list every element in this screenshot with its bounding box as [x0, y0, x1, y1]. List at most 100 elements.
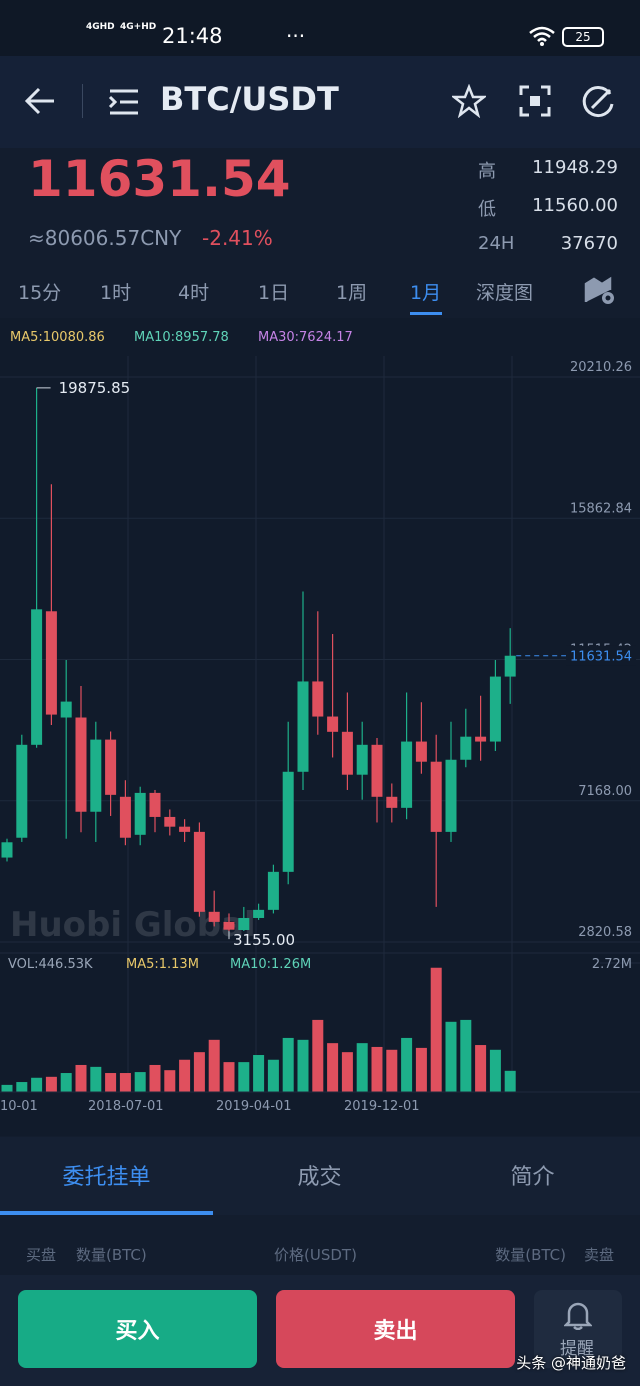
- orderbook-column: 买盘: [26, 1246, 57, 1264]
- candle-body: [475, 736, 487, 742]
- last-price-label: 11631.54: [570, 650, 632, 665]
- tab-bar: 委托挂单 成交 简介: [0, 1137, 640, 1215]
- favorite-button[interactable]: [452, 84, 486, 118]
- screenshot-button[interactable]: [518, 84, 552, 118]
- candle-body: [415, 741, 427, 762]
- candle-body: [208, 911, 220, 922]
- volume-bar: [489, 1049, 501, 1092]
- ma-label: MA5:10080.86: [10, 330, 105, 345]
- candle-body: [504, 655, 516, 677]
- tab[interactable]: 简介: [510, 1165, 555, 1190]
- sell-button[interactable]: 卖出: [276, 1290, 515, 1368]
- tab[interactable]: 委托挂单: [62, 1165, 151, 1190]
- interval-tab[interactable]: 1日: [258, 282, 290, 304]
- volume-bar: [341, 1052, 353, 1092]
- interval-bar: 15分 1时 4时 1日 1周 1月 深度图: [0, 268, 640, 319]
- volume-bar: [208, 1039, 220, 1092]
- cny-price: ≈80606.57CNY: [28, 226, 182, 250]
- interval-tab[interactable]: 深度图: [476, 282, 534, 304]
- volume-bar: [90, 1066, 102, 1092]
- orderbook-column: 卖盘: [583, 1246, 614, 1264]
- volume-bar: [238, 1062, 250, 1092]
- candle-body: [267, 871, 279, 910]
- clock: 21:48: [162, 24, 223, 48]
- status-bar: 4GHD 4G+HD 21:48 ··· 25: [0, 0, 640, 56]
- candle-body: [119, 796, 131, 838]
- chart-background: [0, 318, 640, 1136]
- candle-body: [134, 792, 146, 835]
- x-tick-label: 10-01: [0, 1099, 38, 1114]
- interval-tab[interactable]: 1周: [336, 282, 368, 304]
- alert-button[interactable]: 提醒: [534, 1290, 622, 1368]
- interval-tab[interactable]: 15分: [18, 282, 62, 304]
- interval-tab[interactable]: 4时: [178, 282, 210, 304]
- volume-bar: [16, 1082, 28, 1092]
- last-price-tag: [566, 645, 636, 666]
- bell-icon: [564, 1302, 592, 1330]
- candle-body: [193, 831, 205, 912]
- candle-body: [164, 816, 176, 827]
- candle-body: [356, 744, 368, 775]
- candle-body: [282, 771, 294, 872]
- candle-body: [179, 826, 191, 832]
- volume-tick-label: 2.72M: [592, 957, 632, 972]
- volume-bar: [475, 1045, 487, 1092]
- candle-body: [371, 744, 383, 797]
- menu-button[interactable]: [108, 88, 140, 116]
- alert-label: 提醒: [560, 1339, 594, 1359]
- interval-tab[interactable]: 1月: [410, 282, 442, 304]
- volume-bar: [149, 1064, 161, 1092]
- volume-bar: [105, 1073, 117, 1092]
- stat-value: 11948.29: [532, 157, 618, 178]
- candle-body: [45, 611, 57, 715]
- candle-body: [297, 681, 309, 772]
- volume-bar: [430, 967, 442, 1092]
- x-tick-label: 2019-12-01: [344, 1099, 420, 1114]
- active-indicator: [0, 1211, 213, 1215]
- candle-body: [16, 744, 28, 838]
- candle-body: [253, 909, 265, 918]
- high-annotation: 19875.85: [59, 379, 131, 397]
- back-button[interactable]: [24, 86, 58, 116]
- y-tick-label: 2820.58: [578, 925, 632, 940]
- orderbook-header: 买盘 数量(BTC) 价格(USDT) 数量(BTC) 卖盘: [0, 1240, 640, 1270]
- volume-bar: [1, 1084, 13, 1092]
- candle-body: [223, 921, 235, 930]
- volume-bar: [60, 1073, 72, 1092]
- volume-bar: [445, 1021, 457, 1092]
- watermark: Huobi Global: [10, 905, 256, 945]
- candle-body: [1, 842, 13, 858]
- chart-settings-button[interactable]: [584, 276, 616, 306]
- volume-bar: [75, 1064, 87, 1092]
- orderbook-column: 数量(BTC): [495, 1246, 566, 1264]
- stat-value: 11560.00: [532, 195, 618, 216]
- volume-bar: [415, 1047, 427, 1092]
- candle-body: [489, 676, 501, 742]
- volume-bar: [45, 1076, 57, 1092]
- volume-bar: [253, 1055, 265, 1092]
- volume-label: VOL:446.53K: [8, 957, 93, 972]
- candle-body: [238, 917, 250, 931]
- buy-button[interactable]: 买入: [18, 1290, 257, 1368]
- volume-bar: [460, 1019, 472, 1092]
- y-tick-label: 7168.00: [578, 784, 632, 799]
- candle-body: [149, 792, 161, 817]
- interval-tab[interactable]: 1时: [100, 282, 132, 304]
- volume-bar: [504, 1070, 516, 1092]
- volume-bar: [223, 1062, 235, 1092]
- price-change: -2.41%: [202, 226, 273, 250]
- wifi-icon: [529, 26, 555, 46]
- candle-body: [312, 681, 324, 717]
- tab[interactable]: 成交: [297, 1165, 342, 1190]
- x-tick-label: 2019-04-01: [216, 1099, 292, 1114]
- volume-bar: [134, 1072, 146, 1092]
- volume-bar: [31, 1077, 43, 1092]
- refresh-button[interactable]: [580, 84, 616, 120]
- volume-bar: [356, 1043, 368, 1092]
- candle-body: [386, 796, 398, 808]
- orderbook-column: 价格(USDT): [274, 1246, 357, 1264]
- low-annotation: 3155.00: [233, 931, 295, 949]
- y-tick-label: 20210.26: [570, 360, 632, 375]
